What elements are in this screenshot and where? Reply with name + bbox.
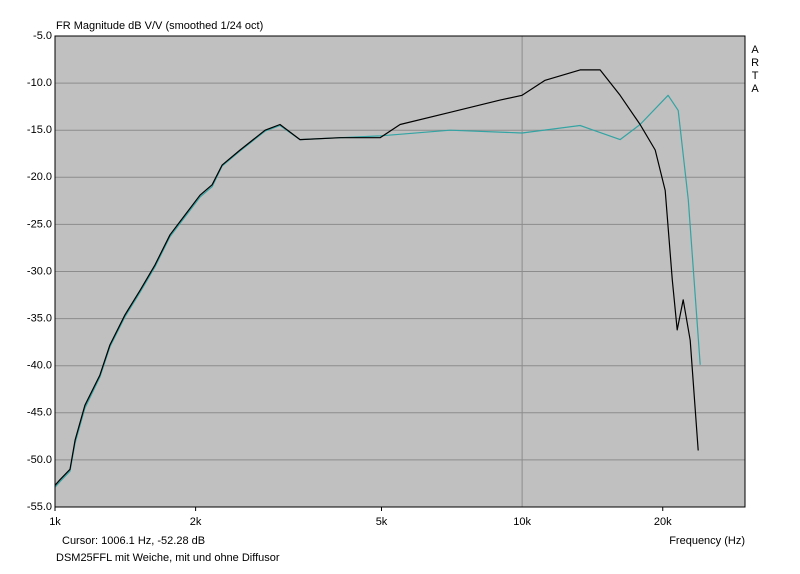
y-tick-label: -45.0 <box>27 407 52 419</box>
y-tick-label: -10.0 <box>27 77 52 89</box>
y-tick-label: -40.0 <box>27 360 52 372</box>
chart-title: FR Magnitude dB V/V (smoothed 1/24 oct) <box>56 20 263 32</box>
y-tick-label: -50.0 <box>27 454 52 466</box>
x-tick-label: 1k <box>49 516 61 528</box>
plot-border <box>54 35 746 508</box>
x-tick-label: 10k <box>513 516 531 528</box>
y-tick-label: -25.0 <box>27 218 52 230</box>
line-series <box>54 69 699 486</box>
x-tick-label: 20k <box>654 516 672 528</box>
x-axis-label: Frequency (Hz) <box>669 535 745 547</box>
y-tick-label: -35.0 <box>27 313 52 325</box>
cursor-readout: Cursor: 1006.1 Hz, -52.28 dB <box>62 535 205 547</box>
x-tick-label: 2k <box>190 516 202 528</box>
y-tick-label: -20.0 <box>27 171 52 183</box>
watermark: ARTA <box>749 44 761 96</box>
description: DSM25FFL mit Weiche, mit und ohne Diffus… <box>56 552 280 564</box>
lines <box>54 69 701 488</box>
y-tick-label: -5.0 <box>33 30 52 42</box>
y-tick-label: -55.0 <box>27 501 52 513</box>
x-tick-label: 5k <box>376 516 388 528</box>
y-tick-label: -30.0 <box>27 265 52 277</box>
y-tick-label: -15.0 <box>27 124 52 136</box>
line-series <box>54 94 701 488</box>
